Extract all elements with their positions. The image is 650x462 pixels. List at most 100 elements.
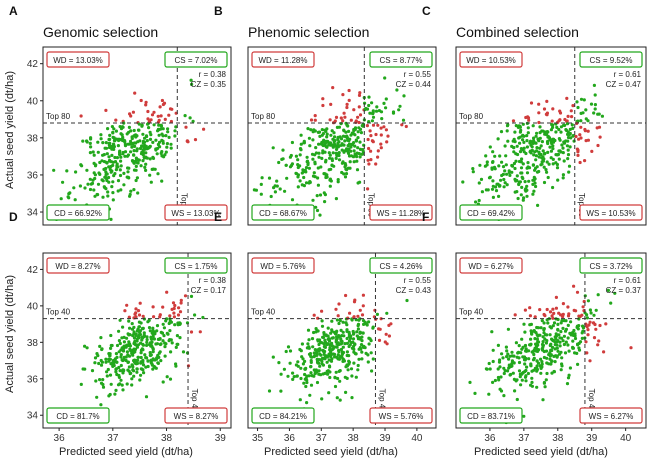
- data-point-correct: [568, 127, 572, 131]
- quadrant-label-wd: WD = 13.03%: [53, 56, 103, 65]
- data-point-correct: [323, 338, 327, 342]
- stat-cz: CZ = 0.37: [606, 286, 642, 295]
- data-point-correct: [360, 335, 364, 339]
- data-point-correct: [558, 344, 562, 348]
- data-point-correct: [557, 127, 561, 132]
- data-point-correct: [563, 351, 568, 355]
- data-point-correct: [526, 165, 530, 169]
- data-point-misclassified: [551, 107, 555, 111]
- data-point-correct: [139, 351, 143, 355]
- data-point-correct: [141, 159, 145, 163]
- data-point-correct: [158, 145, 162, 149]
- data-point-correct: [338, 318, 342, 323]
- data-point-correct: [105, 152, 109, 156]
- data-point-correct: [126, 170, 130, 174]
- data-point-correct: [330, 157, 334, 161]
- data-point-correct: [523, 343, 528, 348]
- data-point-misclassified: [176, 313, 181, 317]
- threshold-label-horizontal: Top 80: [46, 112, 71, 121]
- data-point-correct: [513, 166, 517, 171]
- data-point-correct: [151, 332, 155, 336]
- data-point-correct: [514, 341, 519, 345]
- data-point-correct: [291, 371, 295, 375]
- data-point-correct: [515, 190, 519, 194]
- data-point-misclassified: [578, 160, 582, 165]
- data-point-correct: [341, 160, 345, 164]
- data-point-correct: [117, 375, 121, 379]
- data-point-correct: [367, 95, 371, 99]
- data-point-correct: [168, 320, 172, 324]
- data-point-correct: [343, 175, 348, 179]
- data-point-correct: [340, 148, 344, 152]
- data-point-correct: [153, 358, 157, 362]
- data-point-correct: [520, 378, 524, 382]
- data-point-correct: [329, 331, 333, 335]
- quadrant-label-wd: WD = 8.27%: [55, 262, 100, 271]
- data-point-correct: [340, 355, 344, 359]
- data-point-correct: [149, 337, 153, 341]
- data-point-correct: [145, 343, 149, 347]
- data-point-correct: [132, 149, 136, 153]
- data-point-correct: [330, 341, 334, 345]
- data-point-correct: [80, 164, 84, 168]
- data-point-misclassified: [357, 93, 362, 97]
- data-point-correct: [141, 363, 146, 367]
- data-point-correct: [371, 326, 375, 330]
- data-point-correct: [506, 139, 510, 143]
- threshold-label-horizontal: Top 80: [459, 112, 484, 121]
- data-point-correct: [511, 371, 515, 375]
- data-point-misclassified: [513, 313, 517, 317]
- data-point-correct: [308, 393, 312, 397]
- data-point-correct: [123, 140, 127, 144]
- data-point-misclassified: [358, 91, 362, 95]
- stat-cz: CZ = 0.35: [191, 80, 227, 89]
- data-point-correct: [169, 350, 173, 354]
- data-point-misclassified: [545, 307, 549, 312]
- data-point-misclassified: [172, 315, 176, 319]
- data-point-correct: [369, 351, 373, 355]
- data-point-correct: [317, 142, 321, 146]
- data-point-correct: [141, 150, 145, 154]
- data-point-correct: [571, 134, 575, 138]
- data-point-correct: [497, 194, 501, 198]
- data-point-correct: [168, 377, 173, 381]
- data-point-correct: [502, 177, 506, 182]
- data-point-correct: [348, 336, 353, 340]
- data-point-misclassified: [371, 140, 375, 144]
- data-point-correct: [112, 174, 116, 178]
- data-point-correct: [146, 359, 150, 363]
- data-point-correct: [135, 176, 139, 180]
- data-point-correct: [556, 322, 560, 326]
- data-point-correct: [120, 125, 125, 129]
- x-axis-label-middle: Predicted seed yield (dt/ha): [264, 446, 398, 458]
- data-point-correct: [531, 358, 536, 362]
- data-point-correct: [537, 139, 541, 143]
- data-point-misclassified: [334, 307, 338, 311]
- data-point-correct: [550, 345, 555, 349]
- data-point-correct: [107, 137, 111, 142]
- data-point-correct: [320, 128, 324, 132]
- data-point-correct: [93, 361, 97, 365]
- data-point-correct: [315, 353, 319, 357]
- data-point-correct: [159, 124, 164, 128]
- data-point-correct: [553, 138, 557, 143]
- data-point-correct: [144, 395, 149, 399]
- data-point-correct: [535, 385, 539, 389]
- data-point-correct: [320, 359, 324, 363]
- data-point-correct: [518, 124, 522, 128]
- quadrant-label-ws: WS = 8.27%: [174, 412, 219, 421]
- data-point-correct: [148, 157, 152, 161]
- data-point-correct: [328, 178, 332, 182]
- data-point-correct: [323, 200, 327, 204]
- data-point-correct: [104, 360, 108, 364]
- data-point-correct: [374, 109, 379, 113]
- data-point-correct: [148, 173, 152, 177]
- data-point-correct: [566, 148, 570, 152]
- data-point-correct: [148, 329, 152, 333]
- data-point-correct: [521, 162, 525, 166]
- data-point-misclassified: [583, 159, 587, 163]
- data-point-correct: [360, 350, 364, 354]
- data-point-correct: [168, 329, 172, 333]
- data-point-correct: [336, 142, 340, 146]
- data-point-misclassified: [348, 311, 352, 315]
